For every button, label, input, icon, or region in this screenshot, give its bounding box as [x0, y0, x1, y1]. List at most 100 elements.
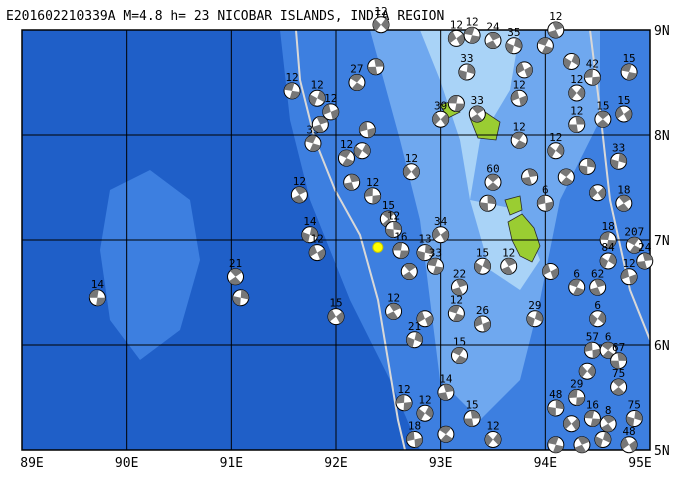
depth-label: 12 — [324, 92, 337, 105]
depth-label: 12 — [418, 393, 431, 406]
focal-mechanism: 34 — [432, 215, 450, 244]
beachball-compression — [292, 194, 304, 203]
depth-label: 6 — [542, 183, 549, 196]
focal-mechanism — [578, 362, 596, 380]
beachball-compression — [469, 35, 480, 44]
focal-mechanism: 12 — [500, 246, 518, 275]
beachball-compression — [612, 378, 625, 387]
beachball-compression — [406, 431, 415, 442]
longitude-tick-label: 95E — [628, 456, 651, 471]
longitude-tick-label: 90E — [115, 456, 138, 471]
focal-mechanism: 21 — [227, 257, 245, 286]
focal-mechanism: 15 — [463, 399, 481, 427]
depth-label: 12 — [285, 71, 298, 84]
depth-label: 6 — [605, 330, 612, 343]
focal-mechanism: 12 — [547, 131, 565, 160]
beachball-compression — [309, 226, 318, 238]
beachball-compression — [452, 313, 465, 322]
beachball-compression — [545, 201, 554, 212]
depth-label: 33 — [460, 52, 473, 65]
beachball-compression — [322, 104, 331, 116]
depth-label: 18 — [408, 420, 421, 433]
beachball-compression — [524, 66, 533, 78]
depth-label: 12 — [486, 420, 499, 433]
depth-label: 12 — [570, 73, 583, 86]
beachball-compression — [443, 384, 454, 393]
focal-mechanism: 33 — [458, 52, 476, 81]
longitude-tick-label: 94E — [534, 456, 557, 471]
beachball-compression — [482, 258, 491, 271]
beachball-compression — [381, 18, 390, 31]
depth-label: 27 — [350, 63, 363, 76]
beachball-compression — [629, 245, 642, 254]
focal-mechanism: 67 — [610, 341, 628, 370]
depth-label: 34 — [434, 215, 448, 228]
map-frame — [21, 29, 651, 451]
beachball-compression — [623, 109, 632, 122]
beachball-compression — [414, 331, 423, 343]
beachball-compression — [626, 72, 637, 80]
beachball-compression — [96, 297, 106, 306]
focal-mechanism — [594, 431, 612, 448]
focal-mechanism: 33 — [468, 94, 486, 123]
latitude-tick-label: 7N — [654, 234, 670, 249]
event-marker — [372, 241, 384, 253]
beachball-compression — [411, 165, 420, 179]
beachball-compression — [403, 263, 416, 272]
beachball-compression — [568, 124, 578, 133]
beachball-compression — [594, 279, 606, 288]
beachball-compression — [606, 240, 617, 248]
focal-mechanism: 207 — [624, 225, 644, 254]
beachball-compression — [634, 410, 643, 421]
beachball-compression — [600, 256, 609, 269]
focal-mechanism: 6 — [568, 267, 586, 296]
beachball-compression — [349, 174, 360, 183]
longitude-tick-label: 93E — [429, 456, 452, 471]
depth-label: 12 — [450, 294, 463, 307]
depth-label: 62 — [591, 267, 604, 280]
beachball-compression — [597, 311, 606, 324]
beachball-compression — [516, 62, 525, 74]
beachball-compression — [642, 253, 653, 261]
focal-mechanism — [232, 289, 250, 307]
focal-mechanism — [515, 61, 533, 79]
beachball-compression — [440, 229, 449, 242]
latitude-tick-label: 5N — [654, 444, 670, 459]
focal-mechanism: 18 — [615, 183, 633, 212]
focal-mechanism: 12 — [385, 210, 403, 238]
focal-mechanism — [416, 310, 434, 328]
beachball-compression — [403, 165, 412, 178]
beachball-compression — [484, 433, 493, 446]
focal-mechanism: 15 — [451, 336, 469, 364]
beachball-compression — [603, 415, 616, 424]
beachball-compression — [389, 303, 401, 312]
axis-ticks: 89E 90E 91E 92E 93E 94E 95E 9N 8N 7N 6N 5N — [20, 24, 669, 471]
beachball-compression — [458, 69, 467, 80]
beachball-compression — [602, 431, 611, 443]
beachball-compression — [575, 116, 585, 125]
beachball-compression — [555, 400, 564, 410]
focal-mechanism: 33 — [304, 123, 322, 152]
beachball-compression — [309, 143, 321, 152]
focal-mechanism: 16 — [583, 399, 601, 427]
depth-label: 15 — [617, 94, 630, 107]
beachball-compression — [571, 54, 580, 66]
beachball-compression — [342, 158, 354, 167]
latitude-tick-label: 9N — [654, 24, 670, 39]
depth-label: 24 — [638, 241, 652, 254]
focal-mechanism: 12 — [402, 152, 420, 181]
depth-label: 22 — [453, 267, 466, 280]
focal-mechanism — [311, 116, 329, 133]
focal-mechanism: 12 — [283, 71, 301, 100]
depth-label: 6 — [573, 267, 580, 280]
depth-label: 6 — [594, 299, 601, 312]
focal-mechanism — [400, 263, 418, 280]
beachball-compression — [560, 177, 573, 186]
focal-mechanism — [353, 142, 371, 160]
focal-mechanism: 12 — [308, 78, 326, 107]
beachball-compression — [432, 227, 441, 240]
beachball-compression — [547, 145, 556, 158]
beachball-compression — [448, 305, 460, 314]
beachball-compression — [284, 82, 295, 91]
beachball-compression — [392, 242, 403, 251]
